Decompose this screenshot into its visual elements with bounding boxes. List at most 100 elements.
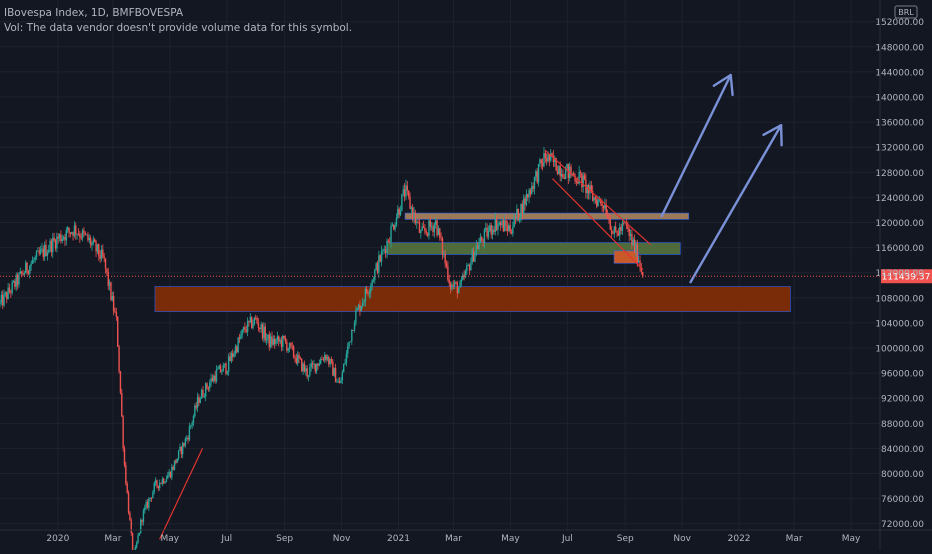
candle-down: [384, 249, 387, 254]
candle-up: [364, 288, 367, 302]
lower-demand-zone[interactable]: [154, 286, 791, 313]
candle-up: [58, 234, 61, 239]
candle-up: [62, 236, 65, 239]
candle-up: [619, 226, 621, 236]
candle-up: [401, 193, 403, 212]
candle-up: [137, 535, 139, 543]
candle-up: [355, 310, 357, 324]
candle-down: [206, 383, 208, 389]
candle-down: [563, 177, 565, 179]
candle-up: [192, 416, 195, 423]
candle-up: [29, 266, 31, 274]
candle-up: [240, 335, 242, 339]
candle-down: [579, 171, 582, 173]
candle-down: [311, 363, 314, 365]
candle-up: [221, 371, 223, 373]
last-price-badge[interactable]: [881, 269, 932, 284]
candle-up: [179, 446, 181, 451]
candle-up: [402, 189, 404, 194]
candle-up: [421, 226, 423, 231]
candle-down: [146, 502, 149, 508]
symbol-title: IBovespa Index, 1D, BMFBOVESPA: [4, 7, 184, 19]
downtrend-channel-lower[interactable]: [552, 178, 644, 270]
candle-down: [623, 222, 625, 224]
bullish-projection-arrow-1-head: [712, 73, 734, 97]
price-axis[interactable]: 72000.00 76000.00 80000.00 84000.00 88000.00…: [875, 0, 924, 550]
candle-up: [533, 176, 536, 189]
candle-down: [229, 356, 231, 362]
candle-up: [522, 198, 525, 215]
candle-up: [203, 396, 206, 398]
candle-down: [83, 230, 85, 233]
candle-up: [287, 348, 289, 351]
candle-up: [194, 405, 196, 417]
candle-up: [361, 302, 364, 306]
candle-down: [322, 359, 325, 361]
candle-down: [594, 197, 597, 200]
candle-down: [510, 232, 513, 234]
x-tick-label: May: [842, 534, 861, 544]
currency-badge[interactable]: [894, 5, 918, 19]
candle-up: [589, 185, 591, 194]
downtrend-channel-upper[interactable]: [544, 149, 651, 245]
candle-down: [273, 338, 276, 344]
x-tick-label: Sep: [617, 534, 634, 544]
candle-down: [367, 292, 369, 294]
candle-down: [125, 465, 127, 484]
candle-up: [153, 483, 155, 492]
candle-up: [215, 369, 218, 382]
y-tick-label: 100000.00: [875, 345, 924, 355]
candle-up: [516, 208, 518, 219]
candle-down: [244, 327, 246, 331]
candle-down: [129, 512, 131, 521]
candle-up: [621, 222, 624, 231]
candle-up: [464, 271, 467, 278]
candle-down: [447, 266, 449, 280]
time-axis[interactable]: 2020 Mar May Jul Sep Nov 2021 Mar May Jul Sep Nov 20…: [0, 529, 932, 544]
candle-up: [200, 389, 203, 399]
candle-down: [306, 368, 308, 377]
candle-down: [211, 378, 214, 382]
candle-down: [596, 199, 598, 207]
candle-down: [301, 358, 303, 372]
candle-down: [119, 371, 122, 393]
candle-up: [272, 338, 275, 345]
candle-up: [111, 296, 114, 301]
upper-resistance-zone[interactable]: [404, 212, 690, 220]
y-tick-label: 92000.00: [881, 395, 924, 405]
covid-recovery-line[interactable]: [159, 448, 204, 540]
candle-up: [88, 237, 91, 241]
candle-down: [642, 271, 644, 277]
candle-down: [617, 232, 620, 236]
candle-down: [20, 271, 23, 274]
y-tick-label: 104000.00: [875, 319, 924, 329]
bullish-projection-arrow-2[interactable]: [689, 124, 783, 284]
y-tick-label: 152000.00: [875, 18, 924, 28]
candle-down: [115, 312, 118, 317]
candle-up: [168, 471, 170, 476]
y-tick-label: 112000.00: [875, 269, 924, 279]
candle-down: [418, 222, 421, 233]
candle-down: [195, 405, 197, 408]
candle-down: [439, 228, 441, 238]
candle-up: [309, 367, 311, 376]
candle-up: [460, 279, 463, 282]
candle-down: [69, 232, 72, 234]
candle-up: [3, 293, 5, 306]
bullish-projection-arrow-1[interactable]: [660, 73, 732, 218]
candle-up: [204, 383, 207, 397]
candle-up: [246, 320, 249, 332]
candle-down: [102, 249, 104, 257]
candle-down: [16, 275, 19, 285]
candle-down: [232, 353, 234, 357]
candle-down: [610, 229, 613, 234]
candle-up: [310, 363, 312, 368]
candle-up: [230, 353, 233, 362]
y-tick-label: 72000.00: [881, 520, 924, 530]
candle-down: [575, 180, 578, 182]
candle-up: [375, 263, 377, 270]
candle-up: [242, 327, 245, 330]
candle-up: [19, 271, 21, 274]
